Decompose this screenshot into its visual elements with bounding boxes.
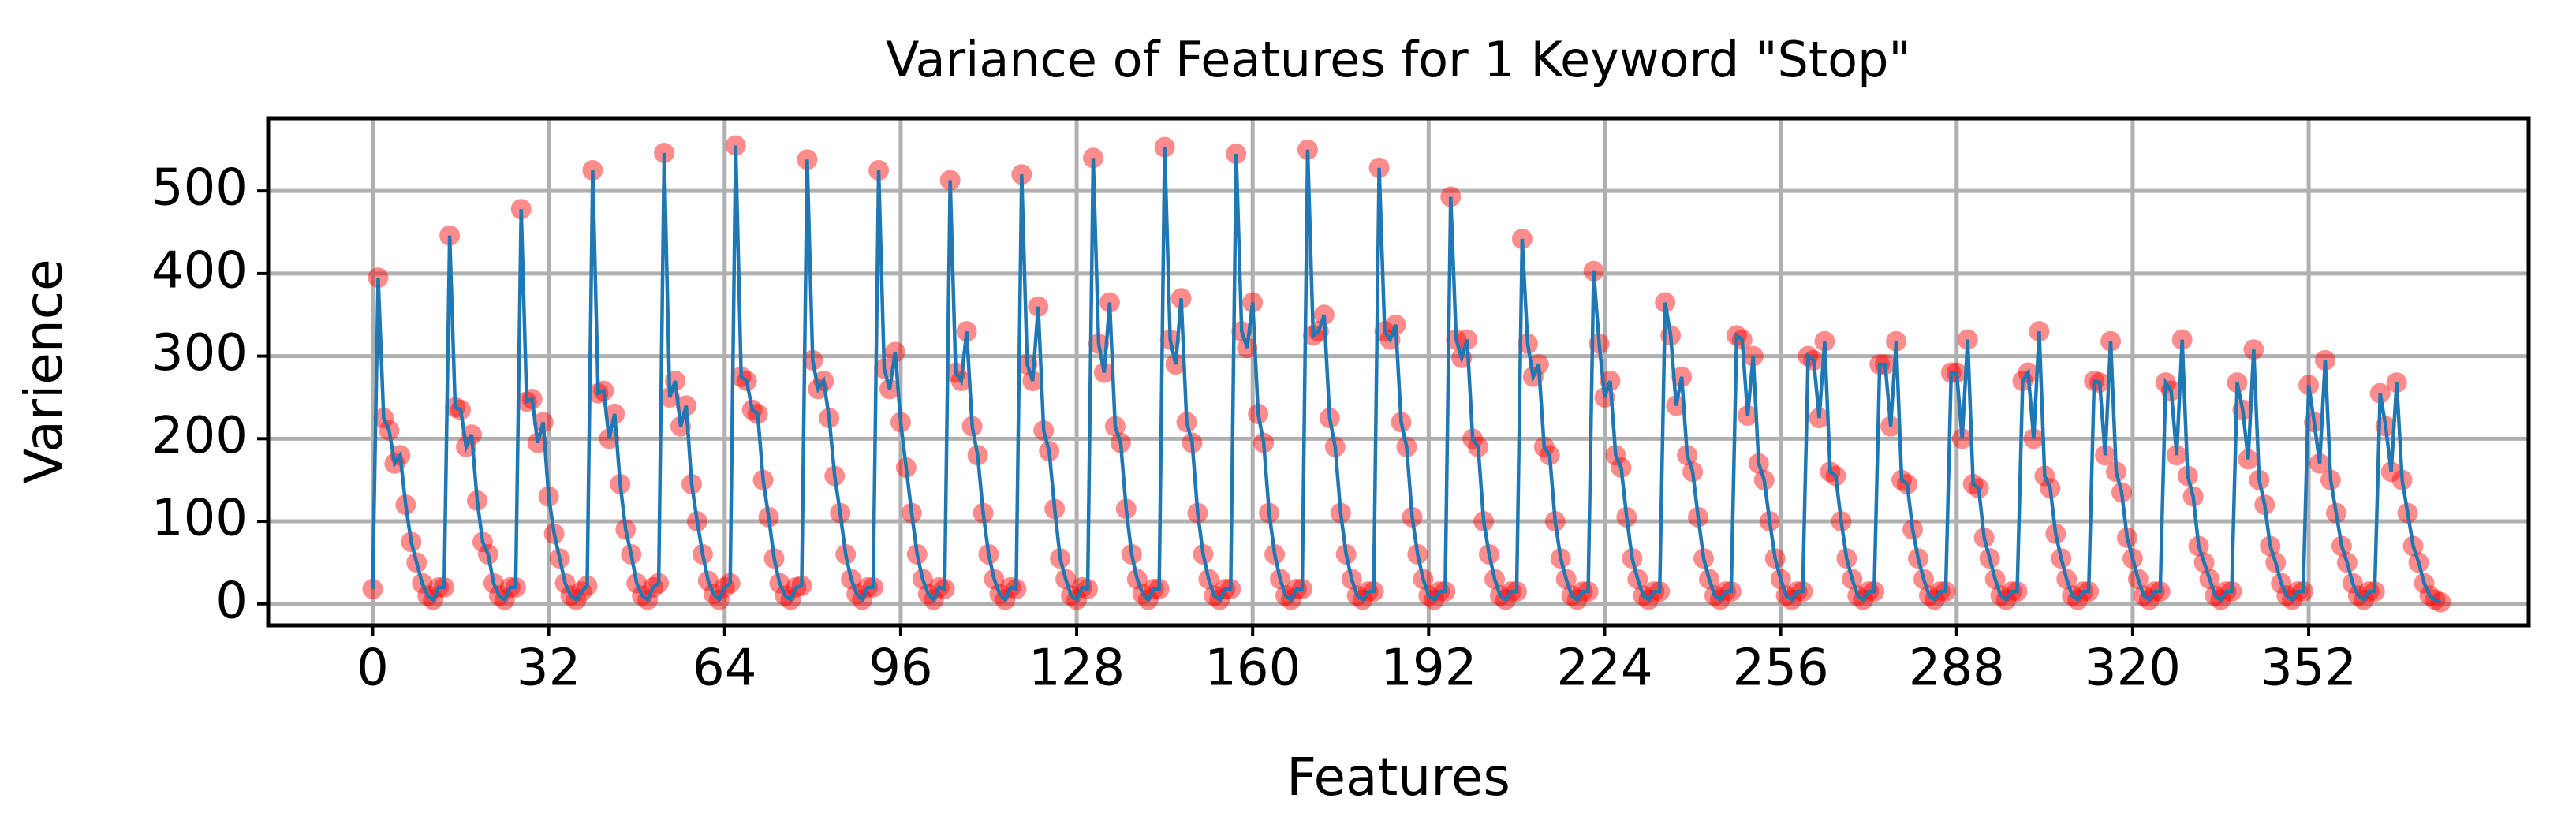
- x-tick-label: 288: [1909, 640, 2005, 698]
- x-tick-label: 128: [1029, 640, 1125, 698]
- x-tick-label: 160: [1204, 640, 1301, 698]
- x-tick-label: 224: [1556, 640, 1652, 698]
- x-tick-label: 352: [2261, 640, 2357, 698]
- y-tick-label: 100: [151, 490, 248, 548]
- plot-frame: [266, 116, 2531, 628]
- y-tick-label: 300: [151, 324, 248, 382]
- y-tick-label: 0: [215, 572, 248, 630]
- y-tick-label: 400: [151, 241, 248, 300]
- x-tick-label: 96: [868, 640, 932, 698]
- y-tick-label: 500: [151, 159, 248, 218]
- x-tick-label: 0: [357, 640, 389, 698]
- x-tick-label: 64: [693, 640, 756, 698]
- x-tick-label: 32: [517, 640, 581, 698]
- y-tick-label: 200: [151, 407, 248, 465]
- data-line: [371, 145, 2442, 604]
- x-tick-label: 192: [1380, 640, 1477, 698]
- x-tick-label: 320: [2085, 640, 2181, 698]
- x-tick-label: 256: [1733, 640, 1829, 698]
- x-axis-label: Features: [1286, 747, 1510, 807]
- y-axis-label: Varience: [13, 259, 74, 483]
- chart-title: Variance of Features for 1 Keyword "Stop…: [886, 31, 1911, 88]
